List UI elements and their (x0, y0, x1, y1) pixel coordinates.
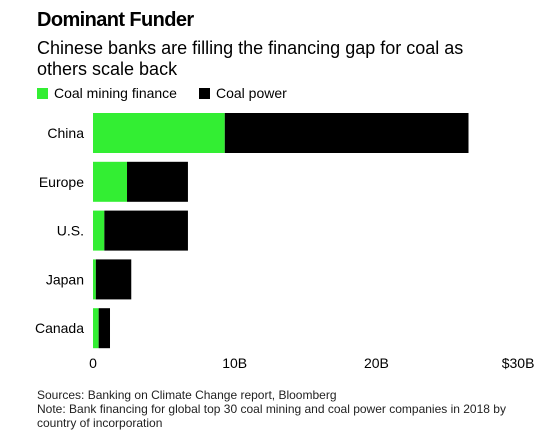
bar-japan-coal-power (95, 259, 132, 300)
chart-title: Dominant Funder (37, 9, 194, 31)
category-label-china: China (47, 125, 84, 141)
chart-subtitle: Chinese banks are filling the financing … (37, 38, 464, 79)
bar-canada-coal-mining-finance (93, 308, 99, 349)
x-tick-label: $30B (502, 355, 535, 371)
category-label-canada: Canada (35, 320, 84, 336)
bar-europe-coal-mining-finance (93, 161, 128, 202)
bar-chart: China Europe U.S. Japan Canada 0 10B 20B $30B (35, 113, 535, 371)
bar-china-coal-power (224, 113, 469, 153)
x-tick-label: 20B (364, 355, 389, 371)
note-text: Note: Bank financing for global top 30 c… (37, 402, 506, 430)
category-label-europe: Europe (39, 174, 84, 190)
category-label-japan: Japan (46, 271, 84, 287)
legend-swatch-coal-mining (37, 87, 48, 99)
bar-u-s-coal-mining-finance (93, 210, 105, 251)
sources-text: Sources: Banking on Climate Change repor… (37, 388, 337, 402)
bar-u-s-coal-power (104, 210, 188, 251)
legend: Coal mining finance Coal power (37, 85, 309, 101)
legend-label-coal-mining: Coal mining finance (54, 85, 177, 101)
legend-item-coal-power: Coal power (198, 85, 287, 101)
bar-europe-coal-power (127, 161, 188, 202)
legend-label-coal-power: Coal power (215, 85, 287, 101)
x-tick-label: 10B (222, 355, 247, 371)
category-label-u-s: U.S. (57, 223, 84, 239)
footnotes: Sources: Banking on Climate Change repor… (37, 388, 537, 430)
legend-item-coal-mining: Coal mining finance (37, 85, 177, 101)
legend-swatch-coal-power (198, 87, 210, 99)
bar-canada-coal-power (98, 308, 111, 349)
bar-japan-coal-mining-finance (93, 259, 96, 300)
x-tick-label: 0 (89, 355, 97, 371)
bar-china-coal-mining-finance (93, 113, 225, 153)
